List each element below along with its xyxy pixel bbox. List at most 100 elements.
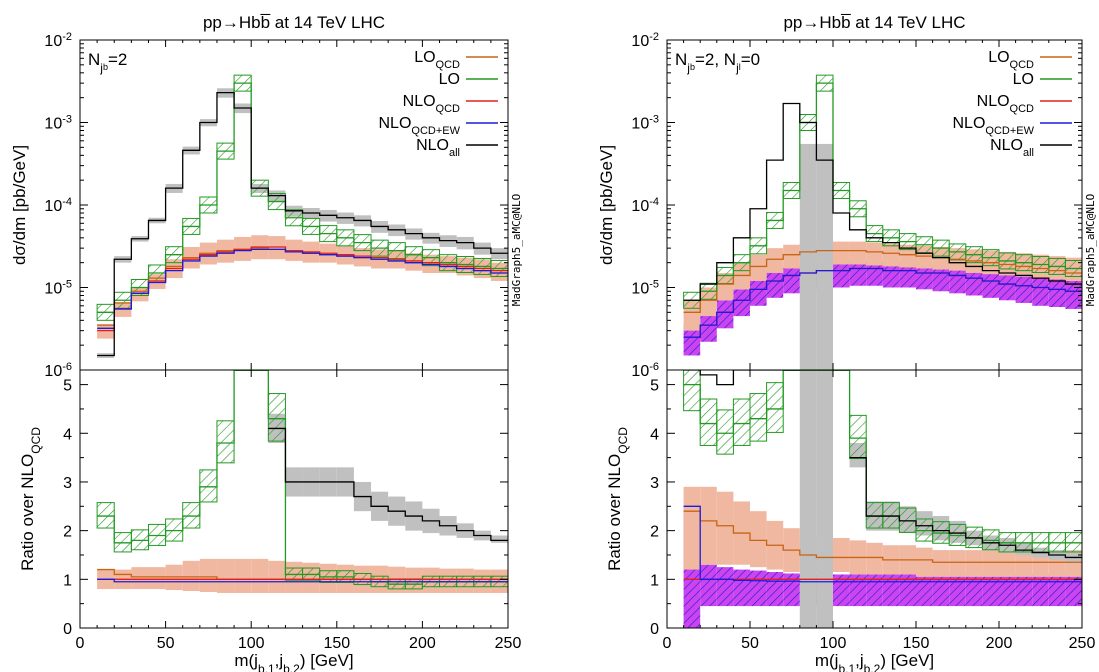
ratio-y-tick-label: 1 xyxy=(650,572,659,589)
band-NLO_QCD-lower-bin-1 xyxy=(700,486,717,565)
y-tick-label: 10-6 xyxy=(631,361,659,380)
y-tick-label: 10-6 xyxy=(44,361,72,380)
series-LO-upper xyxy=(97,82,508,313)
band-NLO_QCD-lower-bin-4 xyxy=(750,511,767,568)
band-NLO_QCD+EW-upper-bin-6 xyxy=(783,266,800,294)
band-NLO_QCD-lower-bin-8 xyxy=(234,558,252,593)
y-tick-label: 10-4 xyxy=(631,196,659,215)
band-LO-lower-bin-13 xyxy=(898,507,917,533)
series-LO_QCD-upper xyxy=(683,249,1082,313)
band-NLO_QCD+EW-upper-bin-19 xyxy=(999,274,1016,301)
band-NLO_QCD+EW-lower-bin-6 xyxy=(783,573,800,607)
band-NLO_all-lower-bin-23 xyxy=(490,535,508,543)
series-LO-upper xyxy=(683,82,1082,301)
band-NLO_QCD+EW-upper-bin-9 xyxy=(833,262,850,288)
band-NLO_QCD-upper-bin-13 xyxy=(899,244,916,268)
y-tick-label: 10-3 xyxy=(631,114,659,133)
band-LO-lower-bin-6 xyxy=(199,469,218,503)
band-LO-lower-bin-5 xyxy=(766,382,784,433)
ratio-y-tick-label: 4 xyxy=(63,426,72,443)
band-NLO_QCD-lower-bin-16 xyxy=(949,550,966,577)
y-tick-label: 10-5 xyxy=(44,279,72,298)
band-NLO_QCD+EW-upper-bin-10 xyxy=(849,260,867,286)
series-NLO_all-upper xyxy=(97,92,508,357)
upper-plot-area xyxy=(683,74,1082,370)
ratio-y-tick-label: 0 xyxy=(650,621,659,638)
ratio-y-tick-label: 3 xyxy=(63,475,72,492)
x-tick-label: 50 xyxy=(157,635,175,652)
series-LO_QCD-ratio xyxy=(683,510,1082,563)
x-tick-label: 150 xyxy=(323,635,350,652)
band-LO-lower-bin-2 xyxy=(716,409,734,455)
band-NLO_QCD-upper-bin-11 xyxy=(866,242,883,266)
watermark: MadGraph5_aMC@NLO xyxy=(510,194,523,307)
band-NLO_QCD+EW-lower-bin-2 xyxy=(716,567,734,607)
chart-title: pp→Hbb̅ at 14 TeV LHC xyxy=(203,13,385,32)
x-tick-label: 100 xyxy=(820,635,847,652)
band-NLO_QCD+EW-upper-bin-23 xyxy=(1065,280,1082,309)
ratio-y-tick-label: 2 xyxy=(650,524,659,541)
x-tick-label: 100 xyxy=(238,635,265,652)
band-NLO_QCD-lower-bin-6 xyxy=(199,558,217,592)
band-NLO_QCD-upper-bin-9 xyxy=(833,241,850,265)
band-NLO_QCD-lower-bin-7 xyxy=(216,558,235,593)
band-NLO_QCD+EW-lower-bin-1 xyxy=(700,564,717,607)
ratio-axis-label: Ratio over NLOQCD xyxy=(18,427,43,571)
band-LO-lower-bin-7 xyxy=(216,420,235,464)
band-NLO_QCD+EW-upper-bin-17 xyxy=(965,269,983,296)
legend-label: NLOQCD+EW xyxy=(379,115,461,137)
band-NLO_QCD-lower-bin-14 xyxy=(916,547,933,577)
x-tick-label: 200 xyxy=(986,635,1013,652)
band-LO-lower-bin-10 xyxy=(849,414,867,459)
band-LO-lower-bin-5 xyxy=(182,502,201,529)
annotation-njets: Njb=2 xyxy=(88,50,127,75)
band-NLO_all-upper-bin-8 xyxy=(816,143,833,370)
x-tick-label: 250 xyxy=(495,635,522,652)
x-tick-label: 200 xyxy=(409,635,436,652)
legend-label: LOQCD xyxy=(988,49,1034,71)
annotation-njets: Njb=2, Njl=0 xyxy=(675,50,760,75)
band-LO-lower-bin-10 xyxy=(267,393,286,442)
legend-label: LOQCD xyxy=(414,49,460,71)
y-tick-label: 10-2 xyxy=(631,31,659,50)
ratio-axis-label: Ratio over NLOQCD xyxy=(605,427,630,571)
upper-frame xyxy=(79,39,509,371)
band-NLO_QCD-lower-bin-0 xyxy=(683,486,701,570)
band-NLO_QCD-upper-bin-5 xyxy=(766,248,784,273)
band-NLO_QCD-upper-bin-6 xyxy=(783,244,800,269)
band-NLO_QCD-upper-bin-12 xyxy=(882,243,900,267)
ratio-y-tick-label: 0 xyxy=(63,621,72,638)
series-NLO_all-upper xyxy=(683,102,1082,301)
band-NLO_QCD+EW-lower-bin-5 xyxy=(766,572,784,607)
legend-label: NLOQCD+EW xyxy=(953,115,1035,137)
y-tick-label: 10-2 xyxy=(44,31,72,50)
legend-label: NLOall xyxy=(416,137,460,159)
band-NLO_all-lower-bin-7 xyxy=(799,370,817,628)
band-NLO_QCD+EW-upper-bin-2 xyxy=(716,300,734,329)
band-LO-lower-bin-1 xyxy=(699,398,718,446)
band-LO-lower-bin-0 xyxy=(683,370,701,412)
lower-frame xyxy=(79,369,509,629)
band-NLO_QCD-lower-bin-18 xyxy=(982,550,999,577)
series-NLO_QCD+EW-upper xyxy=(683,267,1082,338)
ratio-y-tick-label: 5 xyxy=(650,378,659,395)
band-NLO_QCD+EW-upper-bin-1 xyxy=(700,312,717,342)
chart-title: pp→Hbb̅ at 14 TeV LHC xyxy=(783,13,965,32)
band-NLO_QCD-lower-bin-9 xyxy=(251,558,269,593)
band-LO-lower-bin-4 xyxy=(749,393,768,442)
y-tick-label: 10-4 xyxy=(44,196,72,215)
band-NLO_QCD-upper-bin-0 xyxy=(97,324,115,339)
band-LO-lower-bin-12 xyxy=(882,502,900,529)
lower-plot-area xyxy=(683,370,1082,628)
series-NLO_QCD+EW-upper xyxy=(97,248,508,329)
x-tick-label: 150 xyxy=(903,635,930,652)
ratio-y-tick-label: 4 xyxy=(650,426,659,443)
band-NLO_QCD+EW-upper-bin-21 xyxy=(1032,278,1049,306)
lower-plot-area xyxy=(96,370,508,593)
ratio-y-tick-label: 3 xyxy=(650,475,659,492)
band-NLO_all-upper-bin-7 xyxy=(799,143,817,370)
series-LO-ratio xyxy=(97,370,508,585)
series-NLO_QCD+EW-ratio xyxy=(97,578,508,583)
band-LO-lower-bin-11 xyxy=(865,502,884,529)
band-NLO_QCD+EW-upper-bin-12 xyxy=(882,262,900,288)
